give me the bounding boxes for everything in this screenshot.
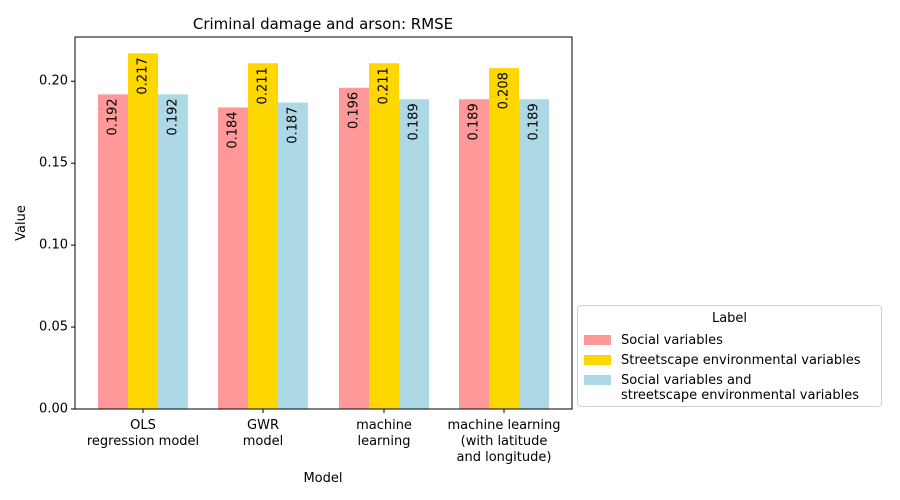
y-tick-label: 0.15: [39, 156, 68, 171]
y-axis-label: Value: [14, 205, 29, 241]
data-label: 0.189: [467, 103, 482, 140]
legend-item: Social variables: [584, 333, 723, 348]
y-axis: 0.00 0.05 0.10 0.15 0.20: [39, 74, 75, 417]
data-label: 0.217: [136, 57, 151, 94]
y-tick-label: 0.20: [39, 74, 68, 89]
bar: [399, 99, 429, 409]
data-label: 0.208: [497, 72, 512, 109]
legend-item: Social variables and streetscape environ…: [584, 373, 859, 403]
data-label: 0.189: [407, 103, 422, 140]
legend-label: Social variables and streetscape environ…: [621, 373, 860, 403]
y-tick-label: 0.05: [39, 320, 68, 335]
legend-title: Label: [711, 311, 748, 326]
data-label: 0.196: [347, 92, 362, 129]
chart-title: Criminal damage and arson: RMSE: [193, 15, 453, 33]
x-axis-label: Model: [303, 471, 342, 486]
bar: [98, 94, 128, 410]
data-label: 0.192: [166, 98, 181, 135]
legend-swatch: [584, 355, 611, 365]
bar: [339, 87, 369, 410]
bar: [158, 94, 188, 410]
y-tick-label: 0.10: [39, 238, 68, 253]
data-label: 0.184: [226, 111, 241, 148]
data-label: 0.189: [527, 103, 542, 140]
legend-label: Streetscape environmental variables: [621, 353, 861, 368]
data-label: 0.211: [377, 67, 392, 104]
x-tick-label: machine learning: [356, 418, 412, 449]
legend-label: Social variables: [621, 333, 723, 348]
legend: Label Social variables Streetscape enviro…: [577, 305, 882, 407]
x-tick-label: OLS regression model: [87, 418, 199, 449]
data-label: 0.211: [256, 67, 271, 104]
plot-area: 0.192 0.184 0.196 0.189 0.217 0.211 0.211 0.208…: [74, 36, 573, 410]
x-tick-label: machine learning (with latitude and longit…: [447, 418, 560, 465]
data-label: 0.187: [286, 107, 301, 144]
data-label: 0.192: [106, 98, 121, 135]
legend-swatch: [584, 335, 611, 345]
bar: [489, 68, 519, 409]
bar: [278, 102, 308, 409]
plot-frame: [74, 36, 573, 410]
x-tick-label: GWR model: [243, 418, 283, 449]
bar: [128, 53, 158, 409]
y-tick-label: 0.00: [39, 402, 68, 417]
legend-swatch: [584, 375, 611, 385]
bar: [218, 107, 248, 410]
bar: [459, 99, 489, 409]
bar: [248, 63, 278, 409]
bar: [369, 63, 399, 409]
legend-item: Streetscape environmental variables: [584, 353, 861, 368]
bar: [519, 99, 549, 409]
x-axis: OLS regression model GWR model machine learni…: [87, 409, 561, 465]
